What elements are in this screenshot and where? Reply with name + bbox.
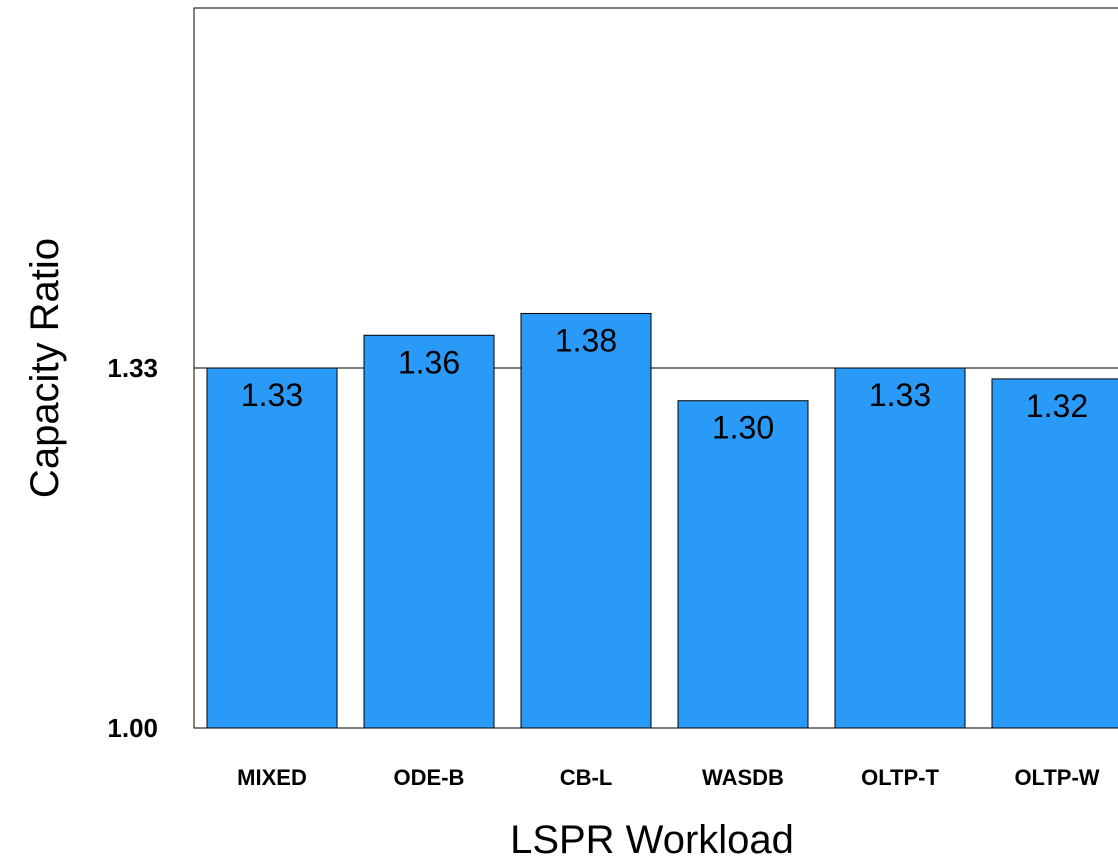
data-label-oltp-t: 1.33	[869, 377, 931, 413]
bars-group	[206, 312, 1118, 729]
y-axis-title: Capacity Ratio	[23, 238, 67, 498]
data-label-wasdb: 1.30	[712, 410, 774, 446]
bar-mixed	[206, 367, 338, 729]
x-tick-label-oltp-w: OLTP-W	[1014, 765, 1099, 790]
y-tick-label-1-33: 1.33	[107, 353, 158, 383]
x-tick-label-oltp-t: OLTP-T	[861, 765, 939, 790]
x-tick-label-mixed: MIXED	[237, 765, 307, 790]
data-label-cb-l: 1.38	[555, 322, 617, 358]
bar-cb-l	[520, 312, 652, 729]
x-tick-label-wasdb: WASDB	[702, 765, 784, 790]
data-label-oltp-w: 1.32	[1026, 388, 1088, 424]
data-labels-group: 1.33 1.36 1.38 1.30 1.33 1.32	[241, 322, 1088, 445]
y-axis-tick-labels: 1.00 1.33	[107, 353, 158, 743]
data-label-ode-b: 1.36	[398, 344, 460, 380]
x-tick-label-cb-l: CB-L	[560, 765, 613, 790]
bar-oltp-w	[991, 378, 1118, 729]
bar-wasdb	[677, 400, 809, 729]
x-axis-title: LSPR Workload	[510, 818, 794, 862]
x-axis-tick-labels: MIXED ODE-B CB-L WASDB OLTP-T OLTP-W	[237, 765, 1100, 790]
data-label-mixed: 1.33	[241, 377, 303, 413]
bar-ode-b	[363, 334, 495, 729]
x-tick-label-ode-b: ODE-B	[394, 765, 465, 790]
bar-oltp-t	[834, 367, 966, 729]
y-tick-label-1-00: 1.00	[107, 713, 158, 743]
